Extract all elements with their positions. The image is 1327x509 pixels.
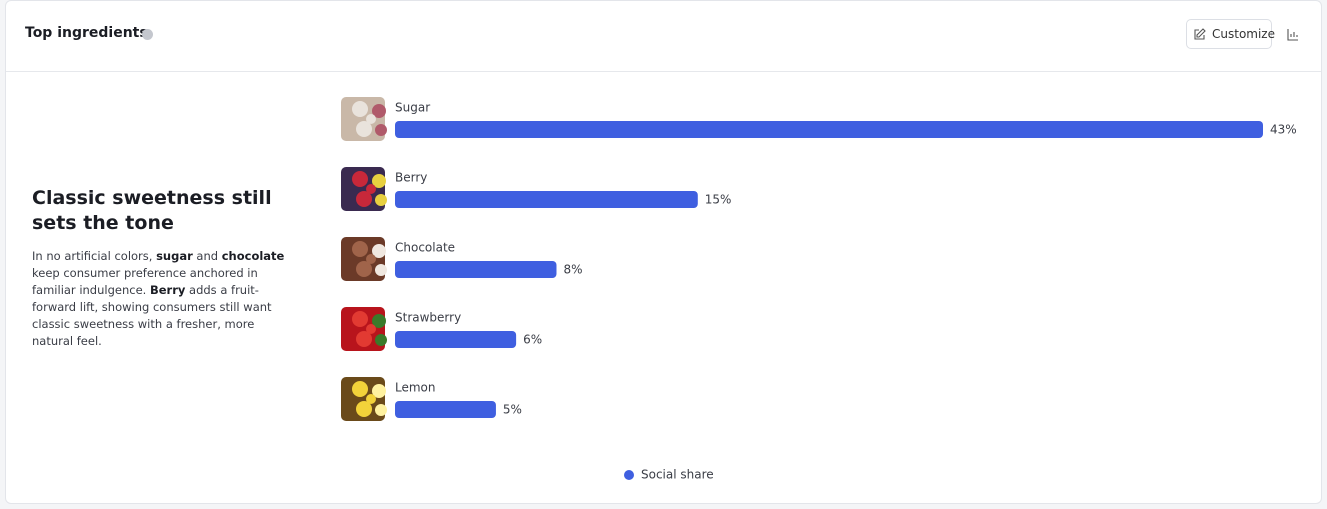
thumbnail-detail — [356, 331, 372, 347]
value-label: 15% — [705, 193, 732, 207]
thumbnail-detail — [366, 254, 376, 264]
bar — [395, 121, 1263, 138]
thumbnail-detail — [366, 394, 376, 404]
bold-text: chocolate — [221, 249, 285, 263]
thumbnail-detail — [356, 121, 372, 137]
thumbnail-detail — [372, 244, 386, 258]
chart: Sugar 43% Berry 15% Chocolate 8% Strawberry 6% L… — [341, 97, 1297, 482]
insight-body: In no artificial colors, sugar and choco… — [32, 248, 297, 350]
card-title: Top ingredients — [25, 25, 148, 41]
edit-icon — [1194, 28, 1206, 40]
card: Top ingredients Customize Classic sweetn… — [5, 0, 1322, 504]
text: and — [192, 249, 222, 263]
insight-heading: Classic sweetness still sets the tone — [32, 187, 272, 234]
legend-label: Social share — [641, 468, 714, 482]
chart-icon[interactable] — [1286, 28, 1299, 41]
thumbnail-detail — [375, 124, 387, 136]
thumbnail-detail — [356, 401, 372, 417]
bar — [395, 401, 496, 418]
bold-text: sugar — [156, 249, 193, 263]
bar — [395, 261, 557, 278]
value-label: 8% — [563, 263, 582, 277]
thumbnail-detail — [352, 171, 368, 187]
text: keep consumer preference anchored in fam… — [32, 266, 258, 297]
info-icon[interactable] — [142, 29, 153, 40]
thumbnail-detail — [375, 194, 387, 206]
thumbnail-detail — [372, 384, 386, 398]
card-header: Top ingredients Customize — [6, 1, 1321, 72]
value-label: 5% — [503, 403, 522, 417]
text: adds a fruit-forward lift, showing consu… — [32, 283, 272, 348]
value-label: 6% — [523, 333, 542, 347]
text: In no artificial colors, — [32, 249, 157, 263]
thumbnail-detail — [372, 314, 386, 328]
thumbnail-detail — [352, 381, 368, 397]
thumbnail-detail — [372, 174, 386, 188]
category-label: Strawberry — [395, 311, 461, 325]
thumbnail-detail — [375, 334, 387, 346]
category-label: Sugar — [395, 101, 430, 115]
category-label: Chocolate — [395, 241, 455, 255]
thumbnail-detail — [366, 114, 376, 124]
bold-text: Berry — [149, 283, 186, 297]
category-label: Berry — [395, 171, 427, 185]
value-label: 43% — [1270, 123, 1297, 137]
thumbnail-detail — [372, 104, 386, 118]
thumbnail-detail — [352, 101, 368, 117]
thumbnail-detail — [352, 311, 368, 327]
thumbnail-detail — [375, 264, 387, 276]
bar — [395, 191, 698, 208]
thumbnail-detail — [366, 184, 376, 194]
customize-button[interactable]: Customize — [1186, 19, 1275, 49]
thumbnail-detail — [356, 191, 372, 207]
thumbnail-detail — [366, 324, 376, 334]
thumbnail-detail — [356, 261, 372, 277]
thumbnail-detail — [352, 241, 368, 257]
button-label: Customize — [1212, 27, 1275, 41]
category-label: Lemon — [395, 381, 436, 395]
legend-swatch — [624, 470, 634, 480]
thumbnail-detail — [375, 404, 387, 416]
bar — [395, 331, 517, 348]
